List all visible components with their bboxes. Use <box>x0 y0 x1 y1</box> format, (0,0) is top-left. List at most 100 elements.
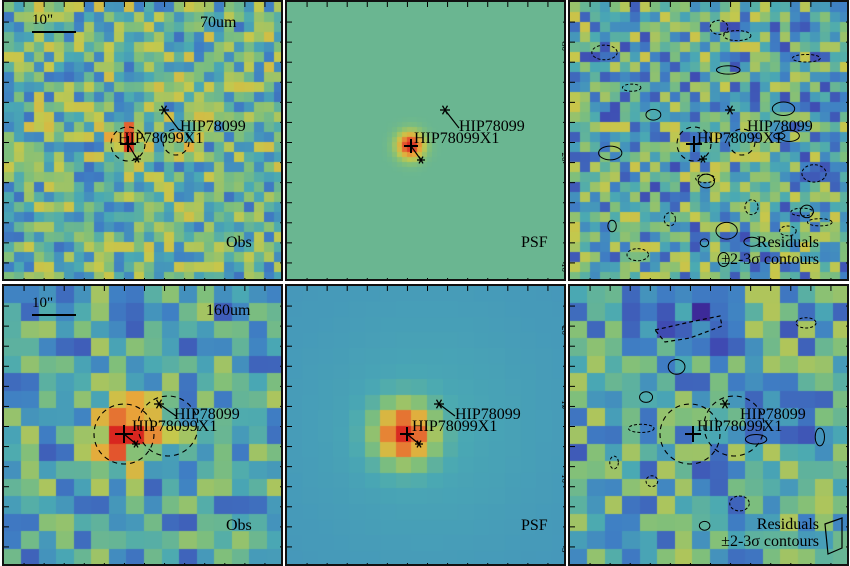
scale-bar-label: 10" <box>32 295 54 311</box>
source-label-secondary: HIP78099X1 <box>697 130 783 147</box>
residual-contour <box>715 221 738 240</box>
aperture-circle <box>676 126 712 162</box>
residual-contour <box>773 132 786 140</box>
residual-contour <box>621 83 642 92</box>
source-label-primary: HIP78099 <box>740 406 806 423</box>
axis-tick-label: 15 <box>560 400 566 410</box>
source-label-primary: HIP78099 <box>174 406 240 423</box>
residuals-label-line2: ±2-3σ contours <box>721 251 819 268</box>
residual-contour <box>744 199 759 216</box>
residual-contour <box>743 236 761 247</box>
psf-label: PSF <box>521 517 548 534</box>
psf-160um-panel: 20 15 10 5 PSF HIP78099 HIP78099X1 <box>285 284 566 566</box>
residual-contour <box>824 517 843 555</box>
obs-label: Obs <box>226 234 252 251</box>
axis-tick-label: 20 <box>560 153 566 163</box>
aperture-circle <box>137 395 199 457</box>
obs-70um-overlay <box>4 2 281 279</box>
residual-contour <box>697 173 715 189</box>
residual-contour <box>645 108 662 121</box>
residual-contour <box>695 173 716 184</box>
residual-contour <box>806 218 833 227</box>
residual-contour <box>639 391 654 403</box>
obs-70um-image <box>4 2 281 279</box>
residuals-label: Residuals ±2-3σ contours <box>721 516 819 550</box>
residual-contour <box>598 145 623 161</box>
residual-contour <box>744 434 768 445</box>
asterisk-marker <box>721 399 729 409</box>
aperture-circle <box>659 403 721 465</box>
psf-70um-image <box>287 2 564 279</box>
residual-160um-panel: HIP78099 HIP78099X1 Residuals ±2-3σ cont… <box>568 284 849 566</box>
source-label-secondary: HIP78099X1 <box>412 418 498 435</box>
obs-label: Obs <box>226 517 252 534</box>
residual-contour <box>591 44 618 61</box>
proper-motion-line <box>158 403 177 417</box>
residuals-label-line1: Residuals <box>756 234 819 251</box>
residual-contour <box>667 359 686 375</box>
residual-contour <box>779 225 797 237</box>
proper-motion-line <box>127 143 138 160</box>
residual-contour <box>790 207 815 217</box>
band-label: 160um <box>206 302 251 319</box>
residual-contour <box>795 317 817 329</box>
residual-contour <box>778 129 800 142</box>
residual-contour <box>717 251 730 267</box>
residual-contour <box>799 204 814 219</box>
band-label: 70um <box>200 14 237 31</box>
psf-70um-panel: 30 20 10 PSF HIP78099 HIP78099X1 <box>285 0 566 281</box>
residual-contour <box>715 65 741 75</box>
residuals-label-line2: ±2-3σ contours <box>721 533 819 550</box>
proper-motion-line <box>410 145 422 161</box>
residual-160um-image <box>570 286 847 564</box>
residuals-label: Residuals ±2-3σ contours <box>721 234 819 268</box>
source-label-primary: HIP78099 <box>180 118 246 135</box>
residual-70um-panel: HIP78099 HIP78099X1 Residuals ±2-3σ cont… <box>568 0 849 281</box>
axis-tick-label: 30 <box>560 42 566 52</box>
residual-contour <box>729 495 750 512</box>
axis-tick-label: 20 <box>560 326 566 336</box>
residual-contour <box>626 248 650 262</box>
psf-70um-overlay: 30 20 10 <box>287 2 566 279</box>
aperture-circle <box>728 128 756 156</box>
residual-contour <box>609 455 619 470</box>
source-label-secondary: HIP78099X1 <box>697 418 783 435</box>
psf-160um-image <box>287 286 564 564</box>
residual-contour <box>723 30 752 42</box>
residual-contour <box>627 423 655 433</box>
scale-bar <box>32 314 76 316</box>
residual-contour <box>709 19 729 35</box>
residual-contour <box>771 101 796 117</box>
source-label-primary: HIP78099 <box>747 118 813 135</box>
residual-70um-image <box>570 2 847 279</box>
residual-contour <box>698 520 711 531</box>
source-label-primary: HIP78099 <box>455 406 521 423</box>
proper-motion-line <box>123 433 137 445</box>
source-label-primary: HIP78099 <box>459 118 525 135</box>
aperture-circle <box>110 126 146 162</box>
proper-motion-line <box>406 433 420 445</box>
asterisk-marker <box>726 105 734 115</box>
source-label-secondary: HIP78099X1 <box>414 130 500 147</box>
proper-motion-line <box>438 403 456 417</box>
residual-contour <box>791 53 821 63</box>
residuals-label-line1: Residuals <box>756 516 819 533</box>
axis-tick-label: 10 <box>560 263 566 273</box>
residual-contour <box>699 238 710 248</box>
residual-contour <box>814 427 826 447</box>
scale-bar <box>32 31 76 33</box>
proper-motion-line <box>163 109 180 131</box>
residual-160um-overlay <box>570 286 847 564</box>
obs-160um-panel: 10" 160um Obs HIP78099 HIP78099X1 <box>2 284 283 566</box>
aperture-circle <box>93 403 155 465</box>
psf-160um-overlay: 20 15 10 5 <box>287 286 566 564</box>
aperture-circle <box>162 128 190 156</box>
axis-tick-label: 5 <box>560 548 566 553</box>
source-label-secondary: HIP78099X1 <box>132 418 218 435</box>
residual-contour <box>801 164 827 183</box>
asterisk-marker <box>700 155 706 163</box>
residual-contour <box>663 212 676 227</box>
aperture-circle <box>703 395 765 457</box>
axis-tick-label: 10 <box>560 474 566 484</box>
obs-70um-panel: 10" 70um Obs HIP78099 HIP78099X1 <box>2 0 283 281</box>
